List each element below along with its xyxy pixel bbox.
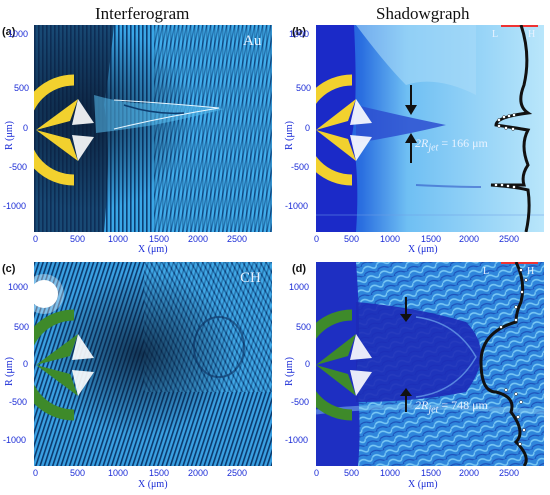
panel-a-ytick: -1000 [3, 201, 27, 211]
panel-d-xtick: 2500 [499, 468, 520, 478]
panel-c-x-axis-label: X (μm) [138, 479, 168, 490]
panel-a-ytick: 0 [23, 123, 29, 133]
panel-d-ytick: 1000 [289, 282, 310, 292]
panel-b-xtick: 2500 [499, 234, 520, 244]
panel-c-xtick: 2500 [227, 468, 248, 478]
panel-b-annotation-prefix: 2R [415, 136, 429, 150]
panel-b-ytick: 500 [296, 83, 312, 93]
panel-d-x-axis-label: X (μm) [408, 479, 438, 490]
panel-c-y-axis-label: R (μm) [4, 357, 15, 386]
panel-b-xtick: 0 [314, 234, 320, 244]
panel-d-annotation-value: = 748 μm [438, 398, 488, 412]
panel-d-ytick: 0 [305, 359, 311, 369]
panel-d-ytick: 500 [296, 322, 312, 332]
panel-d-y-axis-label: R (μm) [284, 357, 295, 386]
panel-c-xtick: 500 [70, 468, 86, 478]
panel-b-xtick: 2000 [459, 234, 480, 244]
panel-d-annotation-sub: jet [428, 404, 439, 416]
panel-b-target-icon [316, 74, 372, 186]
panel-a-xtick: 1500 [149, 234, 170, 244]
panel-a-x-axis-label: X (μm) [138, 244, 168, 255]
panel-a-xtick: 500 [70, 234, 86, 244]
panel-c-ytick: 1000 [8, 282, 29, 292]
panel-a-ytick: 1000 [8, 29, 29, 39]
panel-b-ytick: -1000 [285, 201, 309, 211]
panel-c-ytick: -500 [9, 397, 28, 407]
panel-d-xtick: 500 [344, 468, 360, 478]
panel-a-ytick: -500 [9, 162, 28, 172]
panel-c-xtick: 0 [33, 468, 39, 478]
panel-d-ytick: -500 [291, 397, 310, 407]
panel-c-interferogram-image [34, 262, 272, 466]
panel-d-xtick: 1000 [380, 468, 401, 478]
panel-b-xtick: 1500 [421, 234, 442, 244]
panel-b-profile-high-label: H [528, 29, 536, 40]
panel-b-y-axis-label: R (μm) [284, 121, 295, 150]
panel-a-target-icon [34, 74, 94, 186]
panel-d-xtick: 1500 [421, 468, 442, 478]
panel-d-label: (d) [292, 263, 307, 275]
panel-a-xtick: 0 [33, 234, 39, 244]
panel-b-annotation-value: = 166 μm [438, 136, 488, 150]
panel-c-label: (c) [2, 263, 16, 275]
panel-a-xtick: 2000 [188, 234, 209, 244]
panel-b-shadowgraph-image [316, 25, 544, 232]
panel-d-jet-diameter-annotation: 2Rjet = 748 μm [415, 398, 488, 415]
panel-b-ytick: 1000 [289, 29, 310, 39]
panel-d-xtick: 0 [314, 468, 320, 478]
panel-c-xtick: 1000 [108, 468, 129, 478]
panel-a-material-label: Au [243, 33, 262, 49]
panel-a-ytick: 500 [14, 83, 30, 93]
panel-a-xtick: 1000 [108, 234, 129, 244]
panel-d-xtick: 2000 [459, 468, 480, 478]
panel-d-target-icon [316, 309, 372, 421]
shadowgraph-column-title: Shadowgraph [376, 4, 470, 23]
panel-b-profile-low-label: L [492, 29, 499, 40]
panel-a-label: (a) [2, 26, 16, 38]
panel-c-target-icon [34, 309, 94, 421]
panel-b-label: (b) [292, 26, 307, 38]
panel-c-ytick: 500 [14, 322, 30, 332]
panel-c-ytick: -1000 [3, 435, 27, 445]
panel-d-annotation-prefix: 2R [415, 398, 429, 412]
panel-a-xtick: 2500 [227, 234, 248, 244]
interferogram-column-title: Interferogram [95, 4, 190, 23]
panel-d-profile-low-label: L [483, 266, 490, 277]
panel-c-ytick: 0 [23, 359, 29, 369]
panel-d-profile-high-label: H [527, 266, 535, 277]
panel-b-annotation-sub: jet [428, 142, 439, 154]
panel-a-y-axis-label: R (μm) [4, 121, 15, 150]
panel-b-x-axis-label: X (μm) [408, 244, 438, 255]
panel-d-shadowgraph-image [316, 262, 544, 466]
panel-b-xtick: 500 [344, 234, 360, 244]
panel-b-jet-diameter-annotation: 2Rjet = 166 μm [415, 136, 488, 153]
panel-c-material-label: CH [240, 270, 261, 286]
panel-a-interferogram-image [34, 25, 272, 232]
panel-b-ytick: 0 [305, 123, 311, 133]
panel-d-ytick: -1000 [285, 435, 309, 445]
panel-c-xtick: 2000 [188, 468, 209, 478]
panel-c-xtick: 1500 [149, 468, 170, 478]
panel-b-ytick: -500 [291, 162, 310, 172]
panel-b-xtick: 1000 [380, 234, 401, 244]
